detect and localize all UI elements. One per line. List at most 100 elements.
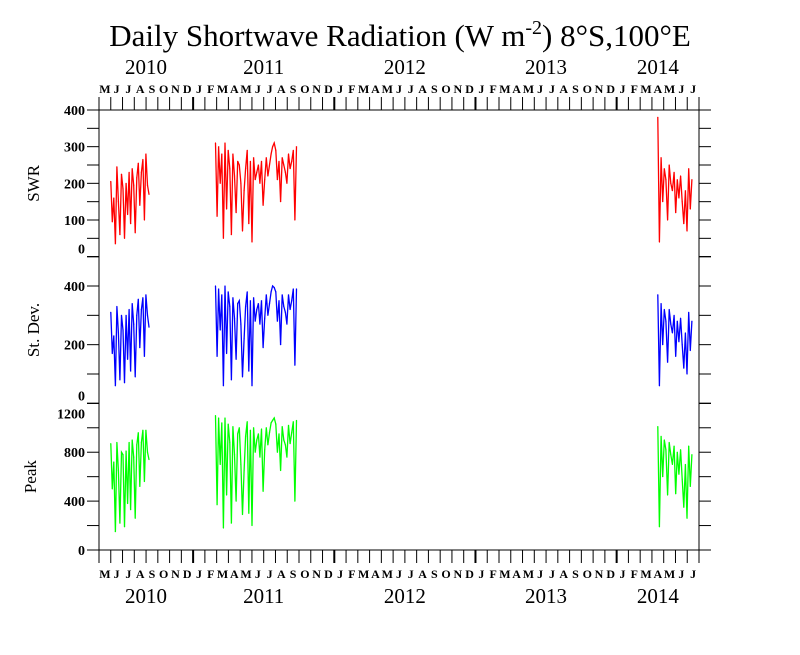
data-point (278, 160, 280, 162)
data-point (218, 288, 220, 290)
data-point (254, 451, 256, 453)
data-point (225, 352, 228, 355)
data-point (146, 184, 149, 186)
marks-group (110, 116, 693, 533)
data-point (275, 149, 277, 151)
month-label-bottom: O (441, 567, 450, 581)
data-point (289, 168, 291, 170)
data-point (658, 241, 661, 243)
data-point (675, 355, 677, 357)
month-label-top: J (396, 82, 402, 96)
data-point (665, 179, 667, 181)
data-point (681, 478, 683, 480)
data-point (130, 370, 132, 372)
data-point (248, 370, 250, 372)
month-label-bottom: A (653, 567, 662, 581)
data-point (142, 297, 144, 299)
data-point (270, 422, 272, 424)
data-point (683, 223, 685, 225)
month-label-top: O (159, 82, 168, 96)
month-label-bottom: M (382, 567, 393, 581)
data-point (281, 425, 283, 428)
data-point (243, 190, 245, 192)
data-point (679, 175, 682, 177)
data-point (259, 323, 261, 325)
data-point (214, 142, 217, 144)
data-point (267, 444, 269, 446)
data-point (265, 157, 267, 159)
month-label-bottom: J (690, 567, 696, 581)
data-point (267, 314, 269, 316)
month-label-bottom: O (583, 567, 592, 581)
month-label-top: J (408, 82, 414, 96)
data-point (240, 323, 242, 325)
month-label-bottom: M (240, 567, 251, 581)
data-point (130, 509, 132, 511)
data-point (230, 234, 232, 236)
data-point (673, 445, 675, 447)
data-point (140, 441, 142, 444)
data-point (120, 451, 123, 453)
month-label-bottom: F (489, 567, 496, 581)
month-label-bottom: O (159, 567, 168, 581)
data-point (286, 323, 288, 325)
month-label-top: O (441, 82, 450, 96)
data-point (249, 429, 252, 431)
data-point (272, 146, 274, 148)
data-point (279, 344, 282, 346)
month-label-bottom: A (512, 567, 521, 581)
month-label-bottom: M (217, 567, 228, 581)
data-point (270, 153, 272, 155)
y-tick-label: 400 (64, 104, 85, 119)
data-point (125, 182, 127, 184)
data-point (126, 213, 129, 216)
data-point (657, 294, 659, 296)
data-point (240, 463, 242, 466)
data-point (237, 433, 239, 435)
data-point (668, 164, 670, 166)
month-label-top: A (371, 82, 380, 96)
series-line-peak-segment-1 (110, 430, 150, 532)
data-point (145, 153, 147, 155)
y-tick-label: 300 (64, 141, 85, 156)
month-label-bottom: S (290, 567, 297, 581)
y-tick-label: 200 (64, 177, 85, 192)
chart-title: Daily Shortwave Radiation (W m-2) 8°S,10… (109, 17, 691, 53)
data-point (143, 355, 146, 357)
data-point (148, 326, 150, 328)
data-point (260, 428, 263, 430)
year-label-bottom: 2011 (243, 584, 284, 608)
data-point (259, 182, 261, 184)
month-label-top: A (559, 82, 568, 96)
month-label-top: M (523, 82, 534, 96)
data-point (262, 347, 264, 349)
data-point (110, 180, 112, 183)
data-point (289, 308, 291, 311)
y-axis-label: Peak (21, 460, 40, 494)
month-label-bottom: M (358, 567, 369, 581)
data-point (273, 417, 275, 419)
data-point (238, 427, 240, 429)
data-point (287, 153, 290, 155)
month-label-top: J (255, 82, 261, 96)
data-point (257, 433, 259, 435)
data-point (291, 300, 293, 302)
series-line-peak-segment-3 (657, 426, 693, 527)
month-label-top: O (300, 82, 309, 96)
data-point (260, 300, 263, 302)
data-point (216, 355, 218, 357)
data-point (137, 162, 139, 164)
data-point (225, 494, 228, 496)
data-point (681, 201, 683, 203)
data-point (110, 443, 112, 445)
month-label-top: M (640, 82, 651, 96)
month-label-top: F (348, 82, 355, 96)
data-point (679, 449, 682, 451)
month-label-top: A (418, 82, 427, 96)
month-label-bottom: M (99, 567, 110, 581)
data-point (131, 168, 133, 170)
y-tick-label: 800 (64, 446, 85, 461)
data-point (128, 308, 130, 311)
data-point (260, 160, 263, 162)
